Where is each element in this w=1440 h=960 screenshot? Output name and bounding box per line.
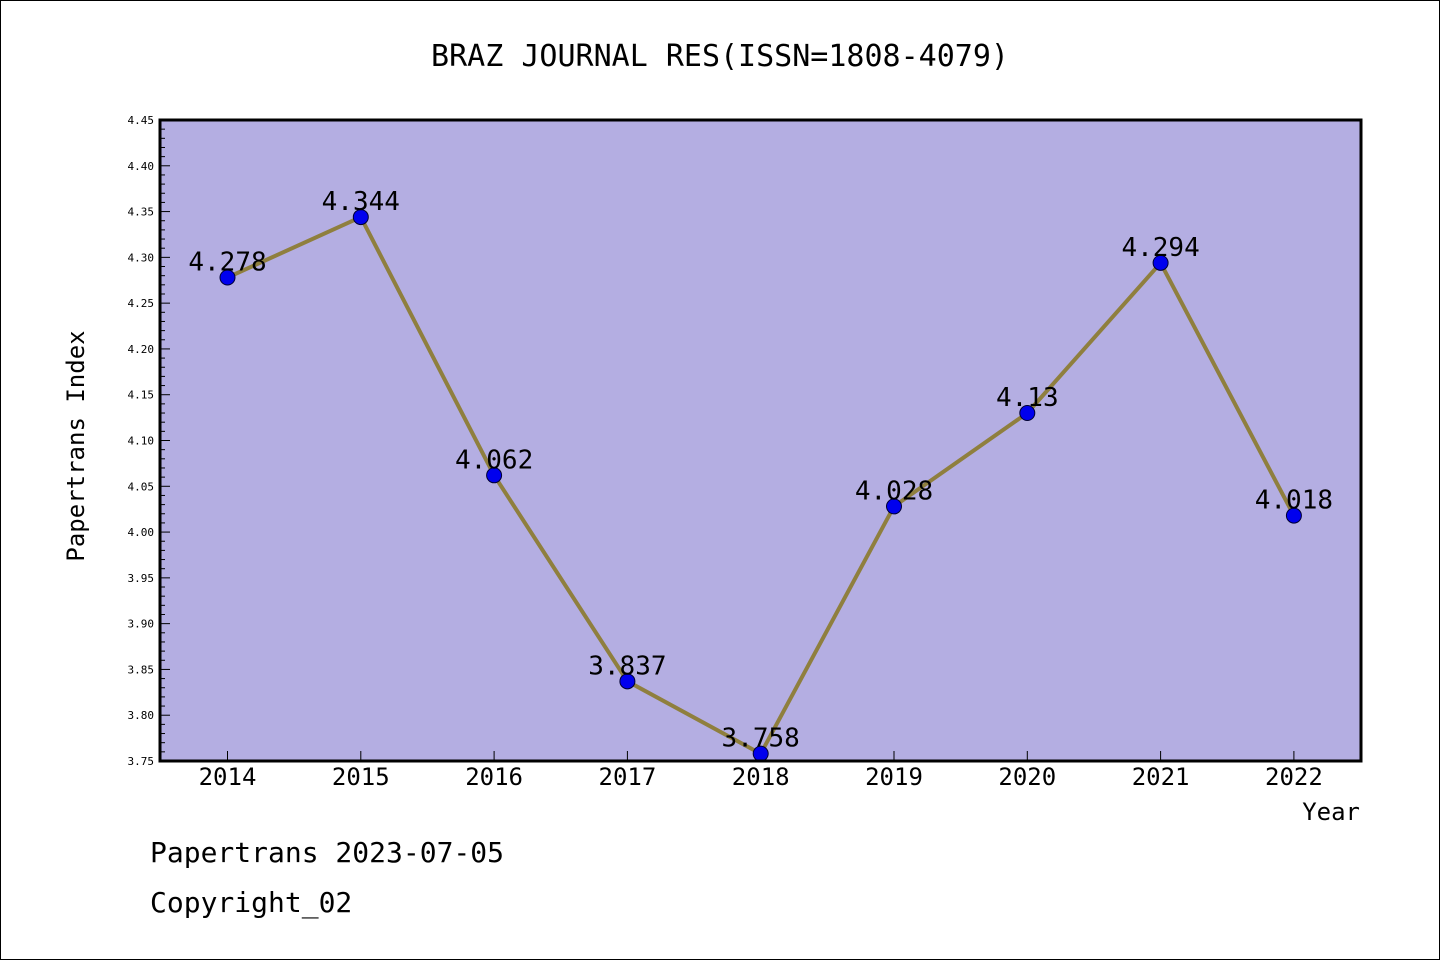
y-tick-label: 3.85 xyxy=(128,663,155,676)
y-tick-label: 3.95 xyxy=(128,572,155,585)
data-label: 4.294 xyxy=(1121,233,1199,263)
plot-border xyxy=(158,118,1363,763)
y-tick-label: 3.75 xyxy=(128,755,155,768)
data-point xyxy=(1152,254,1169,271)
data-point xyxy=(486,467,503,484)
data-label: 4.13 xyxy=(996,383,1059,413)
y-tick-label: 4.10 xyxy=(128,435,155,448)
x-tick-label: 2022 xyxy=(1265,763,1323,791)
y-tick-label: 4.05 xyxy=(128,480,155,493)
data-point xyxy=(219,269,236,286)
chart-title: BRAZ JOURNAL RES(ISSN=1808-4079) xyxy=(431,39,1009,74)
data-point xyxy=(886,498,902,515)
data-point xyxy=(1285,507,1302,524)
y-tick-label: 4.00 xyxy=(128,526,155,539)
plot-area xyxy=(160,120,1361,761)
data-point xyxy=(619,673,636,690)
data-point xyxy=(1019,405,1036,422)
y-axis-label: Papertrans Index xyxy=(62,330,90,561)
plot-layer: 3.75 3.80 3.85 3.90 3.95 4.00 4.05 4.10 4.15 4.20… xyxy=(128,114,1363,791)
x-tick-label: 2021 xyxy=(1132,763,1190,791)
data-point xyxy=(352,209,369,226)
data-label: 3.837 xyxy=(588,651,666,681)
y-tick-label: 4.40 xyxy=(128,160,155,173)
x-axis-label: Year xyxy=(1302,798,1360,826)
data-label: 3.758 xyxy=(722,724,800,754)
data-label: 4.018 xyxy=(1255,486,1333,516)
y-tick-label: 4.35 xyxy=(128,206,155,219)
footer-copyright: Copyright_02 xyxy=(150,886,353,919)
data-label: 4.062 xyxy=(455,445,533,475)
x-tick-label: 2015 xyxy=(332,763,390,791)
y-tick-label: 4.30 xyxy=(128,251,155,264)
data-label: 4.344 xyxy=(322,187,400,217)
data-label: 4.028 xyxy=(855,476,933,506)
x-tick-label: 2019 xyxy=(865,763,923,791)
x-tick-label: 2018 xyxy=(732,763,790,791)
y-tick-label: 4.45 xyxy=(128,114,155,127)
x-tick-label: 2020 xyxy=(998,763,1056,791)
y-tick-label: 4.25 xyxy=(128,297,155,310)
y-tick-label: 3.80 xyxy=(128,709,155,722)
y-tick-label: 4.15 xyxy=(128,389,155,402)
data-label: 4.278 xyxy=(188,248,266,278)
y-tick-label: 3.90 xyxy=(128,618,155,631)
x-tick-label: 2014 xyxy=(199,763,257,791)
x-tick-label: 2016 xyxy=(465,763,523,791)
footer-date: Papertrans 2023-07-05 xyxy=(150,836,505,869)
y-tick-label: 4.20 xyxy=(128,343,155,356)
x-tick-label: 2017 xyxy=(599,763,657,791)
